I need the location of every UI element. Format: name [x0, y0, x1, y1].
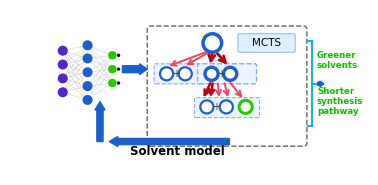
Circle shape [82, 81, 93, 91]
FancyArrow shape [318, 81, 324, 87]
FancyArrow shape [95, 102, 105, 142]
Circle shape [58, 46, 68, 56]
Circle shape [200, 100, 214, 113]
Circle shape [82, 53, 93, 63]
FancyBboxPatch shape [195, 98, 260, 118]
Circle shape [82, 40, 93, 50]
Circle shape [58, 60, 68, 70]
Circle shape [58, 73, 68, 83]
Circle shape [220, 100, 233, 113]
FancyBboxPatch shape [154, 64, 207, 84]
Circle shape [205, 67, 218, 80]
Circle shape [117, 54, 120, 57]
Text: Solvent model: Solvent model [130, 145, 225, 158]
FancyBboxPatch shape [147, 26, 307, 146]
Circle shape [82, 67, 93, 77]
Circle shape [108, 65, 116, 73]
Circle shape [179, 67, 192, 80]
Circle shape [223, 67, 237, 80]
FancyBboxPatch shape [198, 64, 257, 84]
Text: Shorter
synthesis
pathway: Shorter synthesis pathway [317, 87, 363, 116]
Text: +: + [217, 69, 225, 79]
Text: Greener
solvents: Greener solvents [317, 51, 358, 70]
Circle shape [203, 34, 222, 52]
FancyArrow shape [122, 64, 147, 75]
Circle shape [108, 51, 116, 60]
Text: +: + [172, 69, 180, 79]
Circle shape [117, 68, 120, 71]
Circle shape [117, 81, 120, 85]
Circle shape [239, 100, 252, 113]
Circle shape [160, 67, 173, 80]
FancyArrow shape [109, 137, 229, 147]
Circle shape [58, 87, 68, 97]
Circle shape [108, 79, 116, 87]
FancyBboxPatch shape [238, 34, 295, 52]
Text: MCTS: MCTS [252, 38, 281, 48]
Circle shape [82, 95, 93, 105]
Text: +: + [212, 102, 220, 112]
